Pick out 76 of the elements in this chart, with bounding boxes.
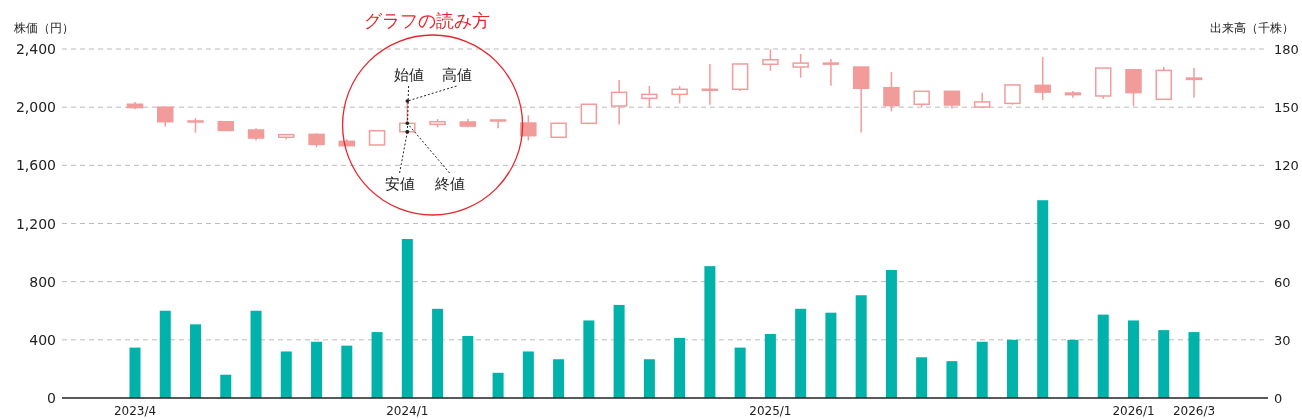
candlestick — [1125, 69, 1142, 107]
bar — [1006, 339, 1018, 398]
bar — [795, 308, 807, 398]
text: グラフの読み方 — [363, 10, 490, 31]
bar — [1158, 330, 1170, 398]
y-tick-label: 1,200 — [15, 215, 56, 232]
x-tick-label: 2023/4 — [113, 404, 157, 418]
bar — [250, 310, 262, 398]
bar — [764, 334, 776, 398]
y2-tick-label: 60 — [1274, 274, 1291, 290]
candlestick — [852, 66, 870, 134]
x-tick-label: 2026/1 — [1112, 404, 1155, 418]
bar — [159, 310, 171, 398]
y-tick-label: 400 — [29, 331, 56, 348]
y2-tick-label: 90 — [1274, 216, 1291, 232]
bar — [613, 304, 625, 398]
bar — [462, 335, 474, 398]
bar — [643, 359, 655, 398]
candlestick — [1185, 67, 1203, 99]
candlestick — [883, 71, 900, 113]
x-tick-label: 2025/1 — [749, 404, 792, 418]
bar — [129, 347, 141, 398]
candlestick — [157, 106, 174, 128]
annotation: 高値 — [441, 66, 472, 84]
bar — [522, 351, 534, 398]
x-tick-label: 2024/1 — [386, 404, 429, 418]
candlestick — [489, 119, 507, 129]
candlestick — [641, 85, 658, 109]
annotation: 安値 — [384, 175, 415, 193]
candlestick — [520, 114, 537, 142]
bar — [674, 337, 686, 398]
candlestick — [1034, 56, 1051, 101]
annotation: 終値 — [433, 175, 465, 193]
bar — [704, 266, 716, 398]
bar — [220, 374, 232, 398]
y-axis-title: 株価（円） — [13, 21, 74, 35]
candlestick — [1004, 84, 1021, 106]
bar — [280, 351, 292, 398]
bar — [341, 345, 353, 398]
y-tick-label: 800 — [29, 273, 56, 290]
y2-tick-label: 150 — [1274, 100, 1299, 116]
candlestick — [822, 58, 840, 87]
y-tick-label: 1,600 — [15, 157, 56, 174]
bar — [1188, 332, 1200, 398]
candlestick — [610, 79, 628, 126]
bar — [885, 270, 897, 398]
candlestick — [792, 53, 809, 79]
bar — [1037, 200, 1049, 398]
y-tick-label: 2,000 — [15, 99, 56, 116]
y2-axis-title: 出来高（千株） — [1210, 21, 1294, 35]
bar — [190, 324, 202, 398]
bar — [432, 308, 444, 398]
y-tick-label: 2,400 — [15, 41, 56, 57]
y-tick-label: 0 — [47, 390, 56, 406]
bar — [1127, 320, 1139, 398]
y2-tick-label: 30 — [1274, 332, 1291, 348]
bar — [946, 361, 958, 398]
bar — [1067, 339, 1079, 398]
bar — [976, 341, 988, 398]
candlestick — [762, 48, 779, 72]
bar — [1097, 314, 1109, 398]
bar — [401, 239, 413, 398]
bar — [371, 332, 383, 398]
annotation: 始値 — [393, 66, 424, 84]
bar — [311, 341, 323, 398]
bar — [825, 312, 837, 398]
x-tick-label: 2026/3 — [1172, 404, 1216, 418]
bar — [583, 320, 595, 398]
bar — [916, 357, 928, 398]
bar — [734, 347, 746, 398]
y2-tick-label: 120 — [1274, 158, 1299, 174]
y2-tick-label: 180 — [1274, 42, 1299, 57]
bar — [553, 359, 565, 398]
bar — [492, 372, 504, 398]
bar — [855, 295, 867, 398]
y2-tick-label: 0 — [1274, 391, 1283, 406]
